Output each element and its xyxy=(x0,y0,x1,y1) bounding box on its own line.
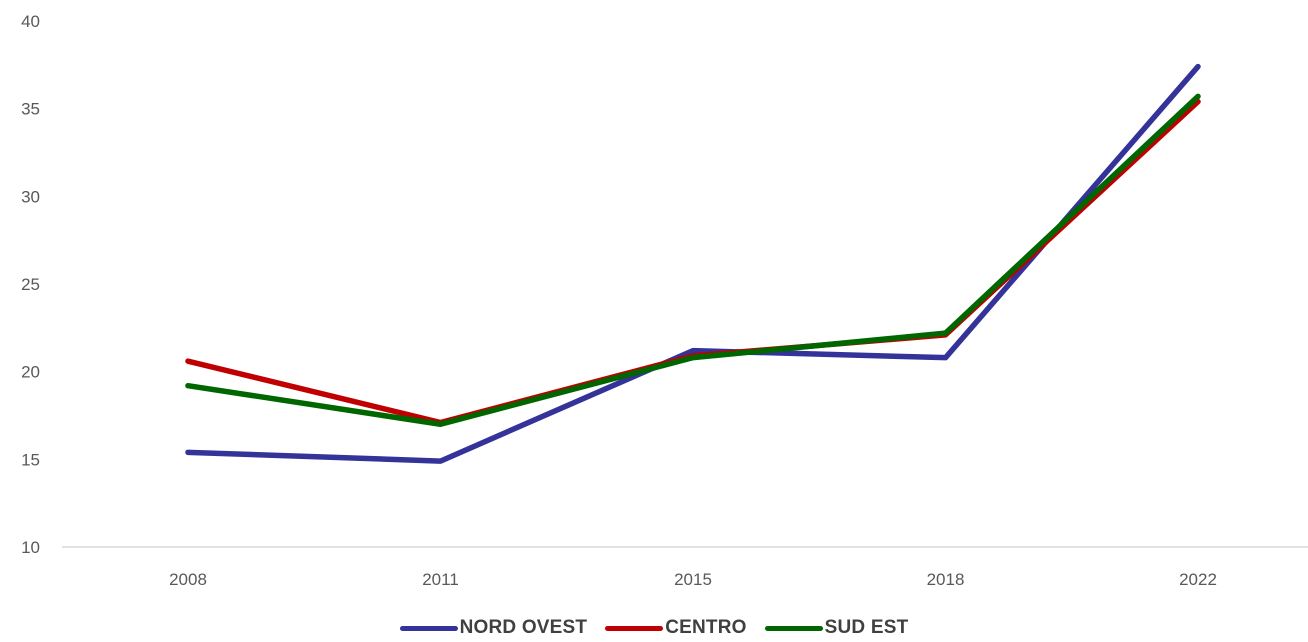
y-tick-label: 30 xyxy=(21,187,40,206)
legend-swatch-sud-est xyxy=(764,625,823,631)
x-axis: 2008 2011 2015 2018 2022 xyxy=(62,546,1308,589)
series-line-sud-est xyxy=(185,93,1201,428)
y-tick-label: 25 xyxy=(21,275,40,294)
legend-item-centro: CENTRO xyxy=(605,617,746,639)
legend-item-sud-est: SUD EST xyxy=(764,617,909,639)
legend-label-sud-est: SUD EST xyxy=(824,617,909,638)
x-tick-label: 2008 xyxy=(169,570,207,589)
legend: NORD OVEST CENTRO SUD EST xyxy=(0,614,1308,642)
y-tick-label: 10 xyxy=(21,538,40,557)
y-tick-label: 35 xyxy=(21,100,40,119)
y-tick-label: 40 xyxy=(21,12,40,31)
chart-plot-area: 10 15 20 25 30 35 40 2008 2011 2015 2018 2022 xyxy=(21,12,1308,589)
x-tick-label: 2011 xyxy=(422,570,459,589)
legend-label-centro: CENTRO xyxy=(665,617,747,638)
y-axis: 10 15 20 25 30 35 40 xyxy=(21,12,40,557)
series-line-nord-ovest xyxy=(185,63,1201,464)
legend-swatch-centro xyxy=(605,625,664,631)
x-tick-label: 2018 xyxy=(927,570,965,589)
x-tick-label: 2015 xyxy=(674,570,712,589)
x-tick-label: 2022 xyxy=(1179,570,1217,589)
series-line-centro xyxy=(185,98,1201,426)
legend-swatch-nord-ovest xyxy=(399,625,458,631)
y-tick-label: 15 xyxy=(21,450,40,469)
legend-item-nord-ovest: NORD OVEST xyxy=(399,617,588,639)
y-tick-label: 20 xyxy=(21,363,40,382)
series-lines xyxy=(185,63,1201,464)
legend-label-nord-ovest: NORD OVEST xyxy=(459,617,588,638)
